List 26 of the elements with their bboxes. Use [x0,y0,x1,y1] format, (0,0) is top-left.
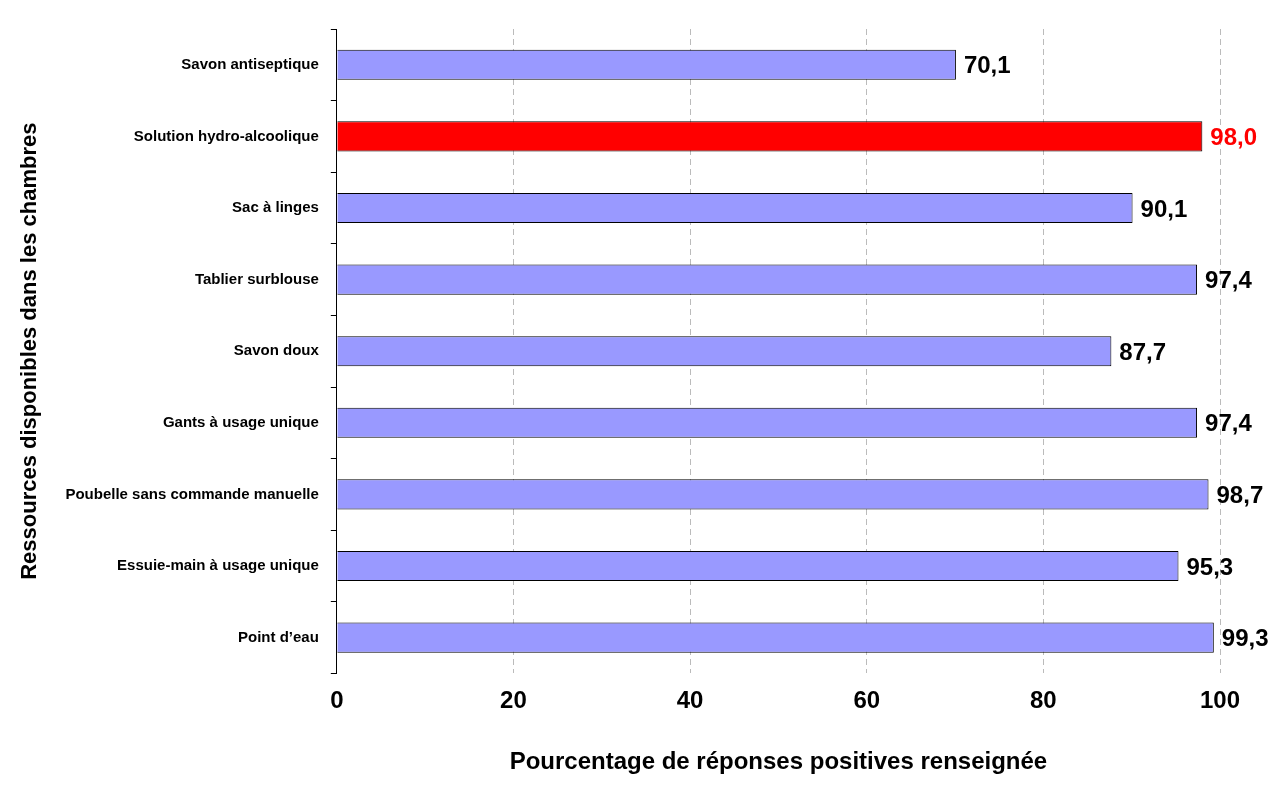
y-tick-label: Savon doux [233,341,320,359]
x-axis-title: Pourcentage de réponses positives renseignée [509,747,1048,775]
y-tick-label: Sac à linges [232,198,319,216]
y-tick-label: Gants à usage unique [162,412,319,430]
y-tick-label: Solution hydro-alcoolique [133,126,319,144]
x-tick-label: 60 [853,686,881,714]
data-label: 98,7 [1216,481,1264,509]
y-tick-label: Essuie-main à usage unique [117,556,319,574]
data-label: 97,4 [1205,409,1253,437]
data-label: 98,0 [1210,123,1258,151]
y-tick-label: Poubelle sans commande manuelle [65,484,319,502]
x-tick-label: 100 [1199,686,1241,714]
x-tick-label: 40 [676,686,704,714]
x-tick-label: 80 [1030,686,1057,714]
data-label: 87,7 [1119,337,1167,365]
y-axis-title: Ressources disponibles dans les chambres [16,122,42,580]
x-tick-label: 0 [330,686,344,714]
data-label: 99,3 [1221,624,1269,652]
y-tick-label: Point d’eau [237,627,319,645]
data-label: 70,1 [963,51,1011,79]
data-label: 95,3 [1186,552,1234,580]
y-tick-label: Tablier surblouse [194,269,319,287]
x-tick-label: 20 [500,686,527,714]
y-tick-label: Savon antiseptique [181,54,319,72]
data-label: 90,1 [1140,194,1188,222]
data-label: 97,4 [1205,266,1253,294]
